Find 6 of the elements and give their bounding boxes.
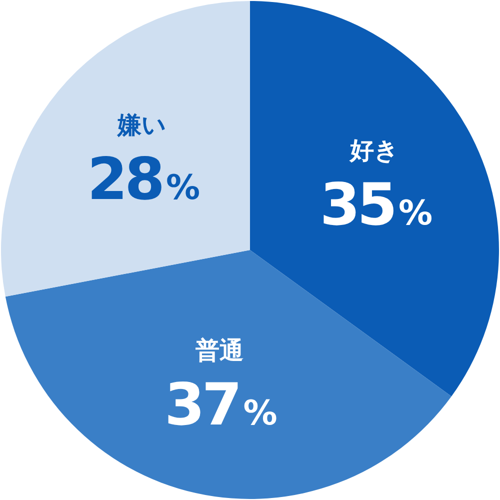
slice-label: 嫌い <box>116 110 167 139</box>
slice-label: 好き <box>349 136 400 164</box>
data-label: 37% <box>164 370 276 439</box>
data-label: 28% <box>87 144 199 213</box>
data-label: 35% <box>320 170 432 238</box>
slice-label: 普通 <box>194 336 244 365</box>
